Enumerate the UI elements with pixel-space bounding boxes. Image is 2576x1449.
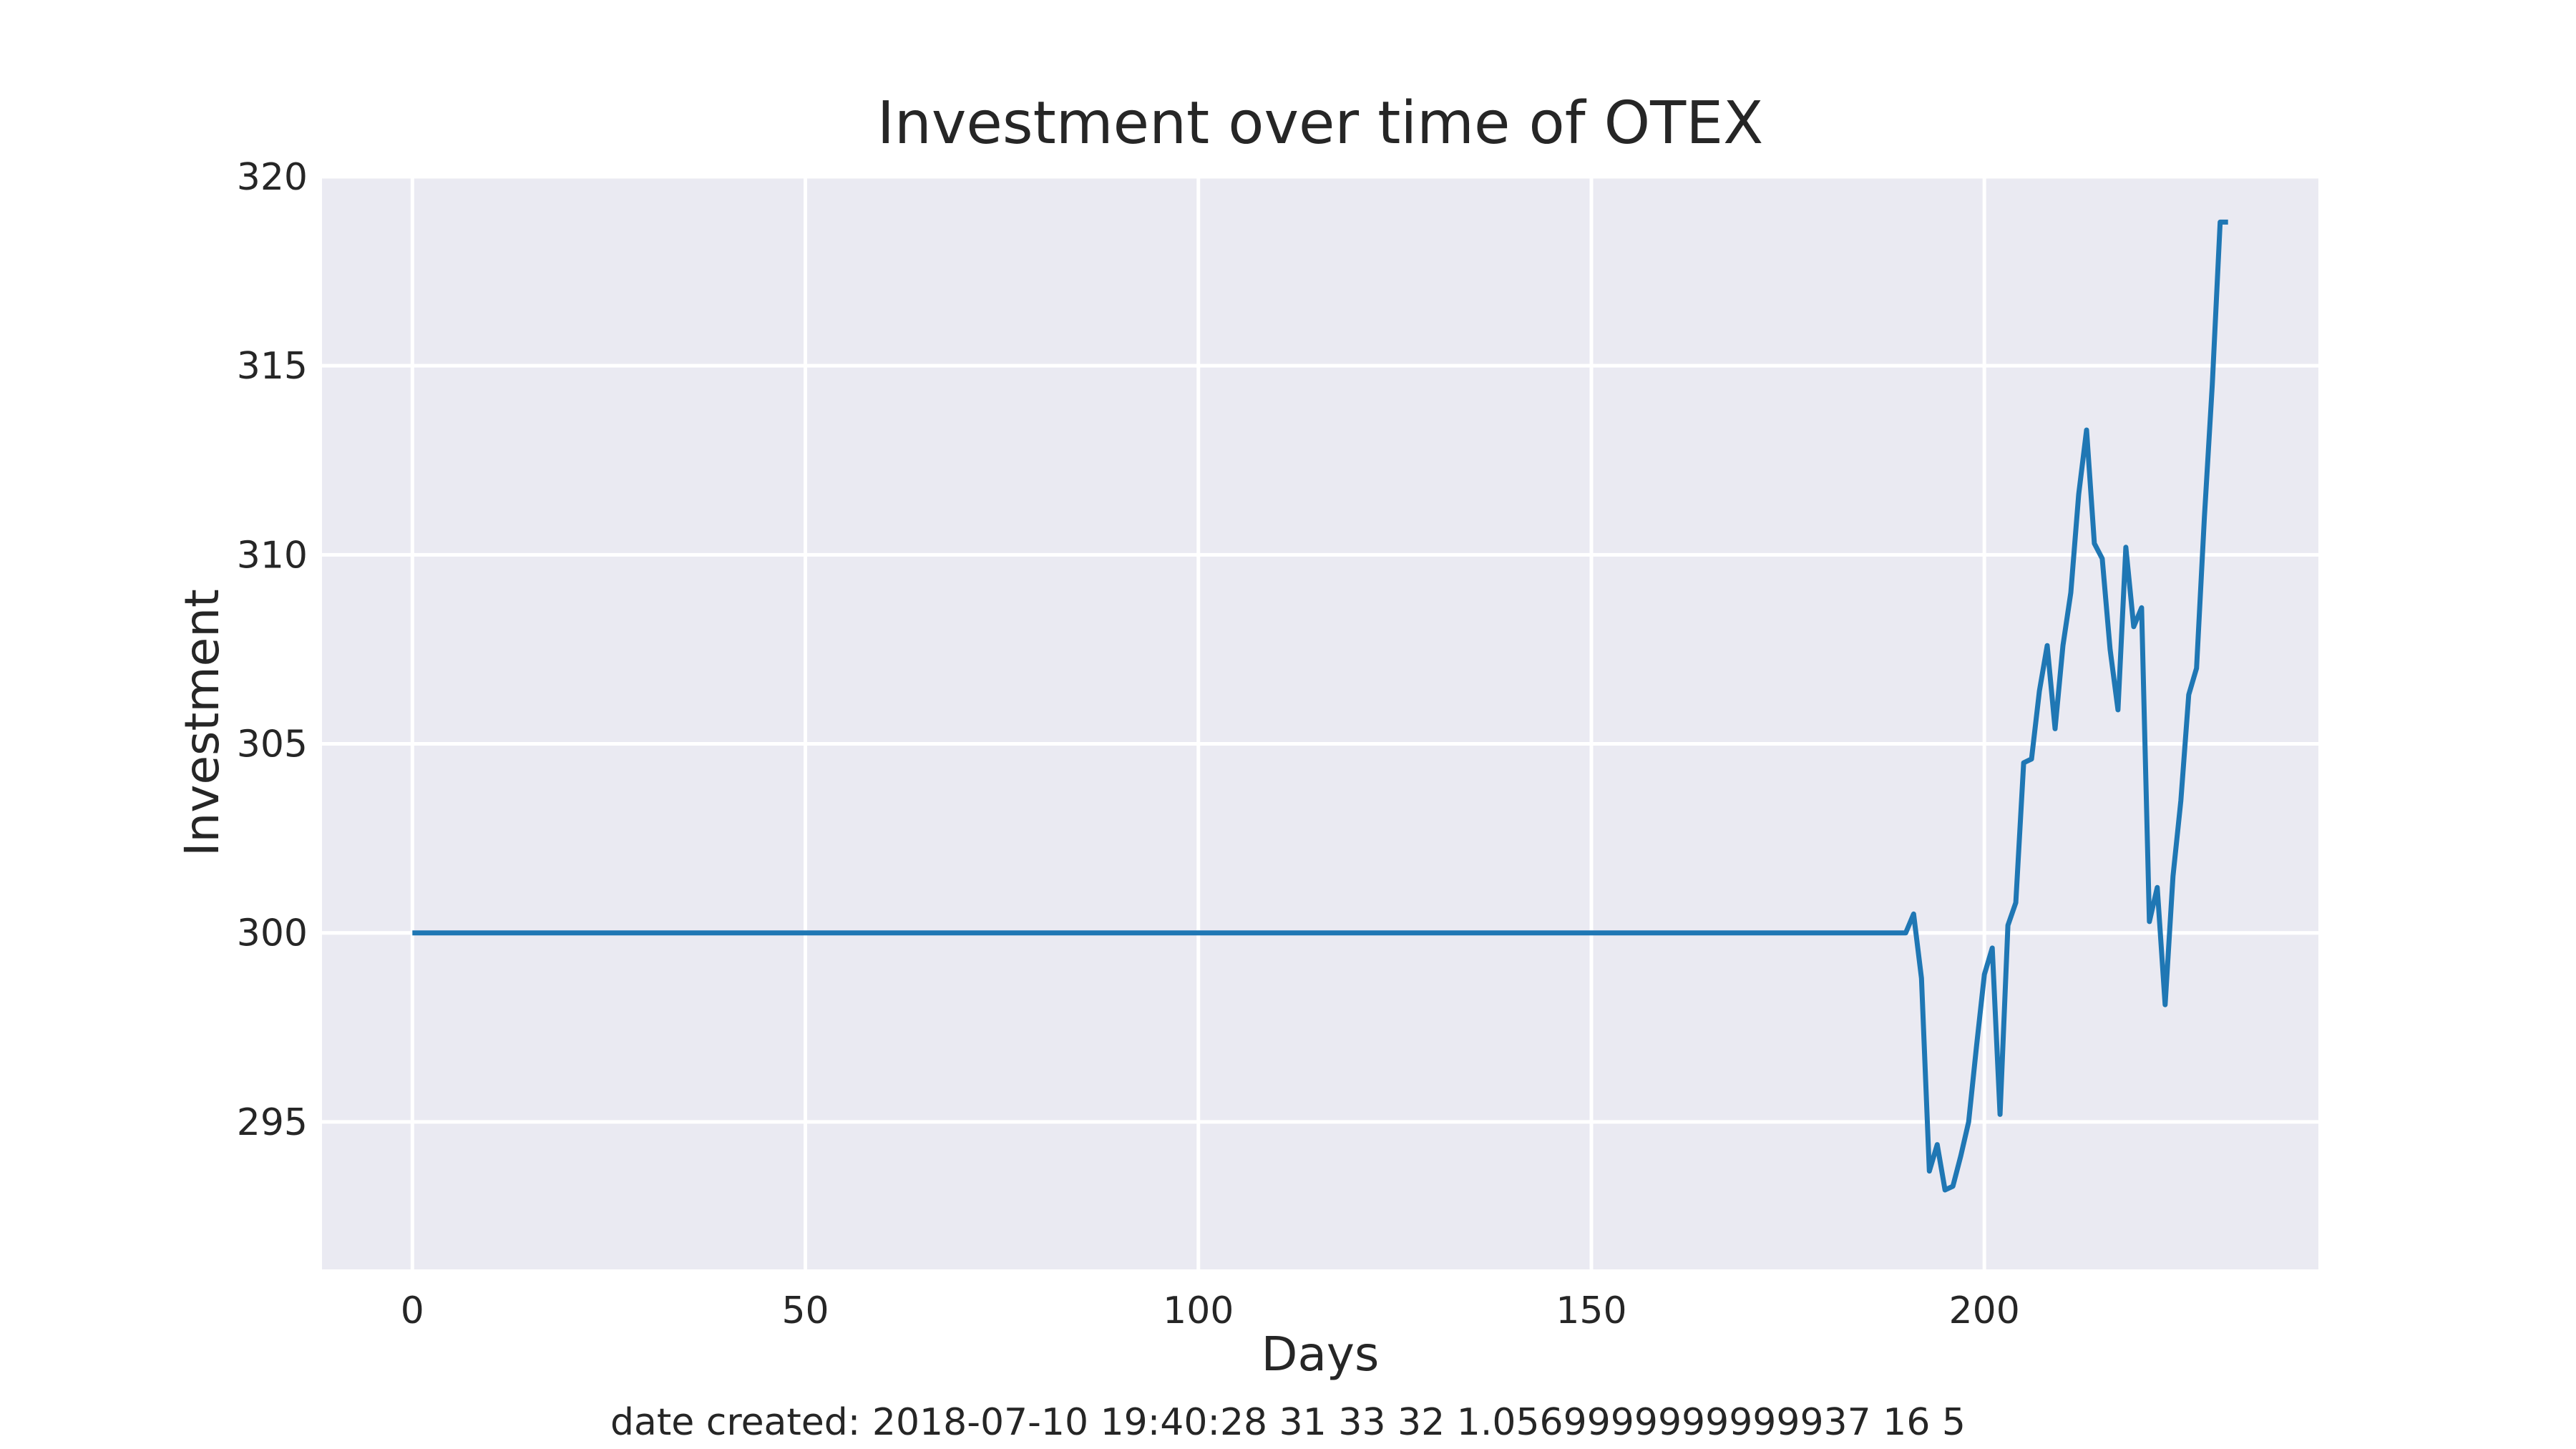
x-tick-label: 50 [781,1289,829,1332]
x-tick-label: 100 [1163,1289,1234,1332]
y-tick-label: 320 [237,156,308,199]
y-tick-label: 295 [237,1101,308,1144]
x-axis-label: Days [1262,1327,1380,1382]
y-tick-label: 310 [237,534,308,577]
series-line [412,219,2228,1193]
x-tick-label: 200 [1949,1289,2020,1332]
y-tick-label: 305 [237,723,308,766]
x-tick-labels: 0 50 100 150 200 [401,1289,2020,1332]
y-tick-labels: 295 300 305 310 315 320 [237,156,308,1144]
plot-area [322,177,2318,1269]
footer-text: date created: 2018-07-10 19:40:28 31 33 … [610,1401,1966,1444]
y-axis-label: Investment [175,589,230,857]
chart-title: Investment over time of OTEX [877,89,1764,157]
x-tick-label: 0 [401,1289,424,1332]
grid-lines [322,175,2318,1269]
y-tick-label: 315 [237,345,308,388]
y-tick-label: 300 [237,912,308,955]
x-tick-label: 150 [1556,1289,1626,1332]
series-group [412,219,2228,1193]
